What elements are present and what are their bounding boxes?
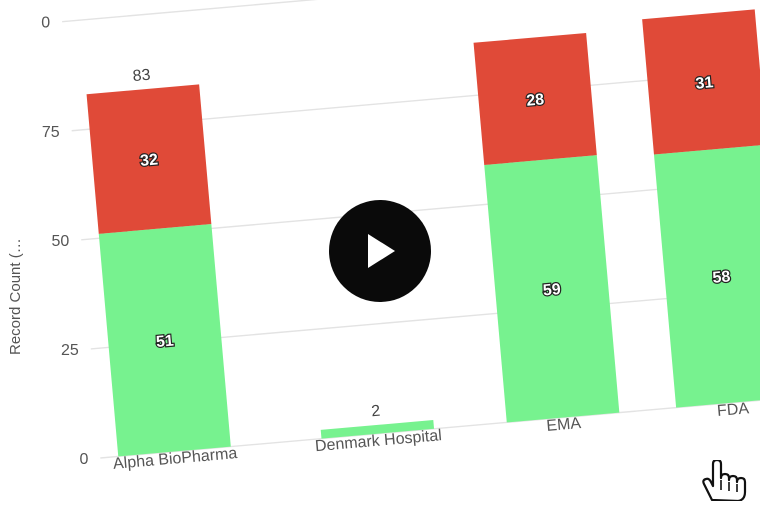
data-label: 51: [155, 332, 174, 350]
category-label: EMA: [546, 415, 582, 435]
bar-segment-green[interactable]: [320, 420, 435, 439]
data-label: 58: [712, 268, 731, 286]
y-tick-label: 0: [79, 451, 88, 468]
y-tick-label: 50: [51, 233, 69, 250]
data-label: 31: [695, 74, 714, 92]
gridline: [62, 0, 760, 23]
data-label: 28: [526, 91, 545, 109]
total-label: 83: [132, 67, 151, 85]
total-label: 2: [371, 403, 381, 421]
y-tick-label: 25: [61, 342, 79, 359]
hand-pointer-icon: [702, 460, 747, 501]
y-tick-label: 0: [41, 15, 50, 32]
bar-segment-green[interactable]: [98, 224, 231, 457]
play-button[interactable]: [329, 200, 431, 302]
y-tick-label: 75: [42, 124, 60, 141]
bar-segment-green[interactable]: [653, 144, 760, 408]
bar-segment-green[interactable]: [484, 155, 620, 423]
data-label: 59: [542, 281, 561, 299]
bar-segment-red[interactable]: [642, 9, 760, 155]
bar-segment-red[interactable]: [86, 84, 212, 234]
play-icon: [368, 234, 395, 268]
category-label: FDA: [716, 400, 750, 420]
bar-segment-red[interactable]: [473, 32, 597, 165]
data-label: 32: [139, 151, 158, 169]
y-axis-label: Record Count (…: [7, 238, 24, 355]
gridline: [100, 387, 760, 459]
